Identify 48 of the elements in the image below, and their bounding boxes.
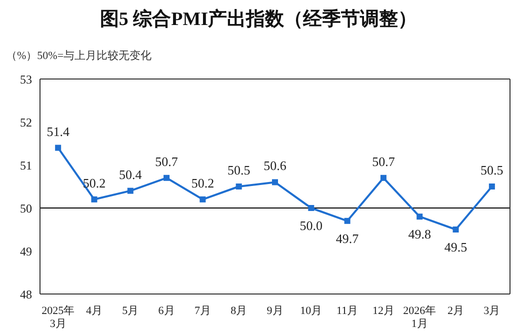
x-tick-label: 2025年 3月 — [42, 305, 75, 330]
data-label: 50.7 — [372, 154, 396, 169]
y-axis-title: （%） — [6, 50, 38, 62]
y-tick-label: 51 — [20, 158, 32, 172]
data-label: 50.6 — [264, 158, 287, 174]
y-tick-label: 50 — [20, 201, 32, 216]
x-tick-label: 2月 — [448, 305, 464, 317]
y-tick-label: 53 — [20, 72, 32, 86]
y-tick-label: 52 — [20, 115, 32, 130]
point — [416, 214, 423, 220]
data-label: 51.4 — [46, 124, 70, 139]
data-label: 49.7 — [336, 230, 360, 246]
point — [344, 218, 350, 224]
point — [91, 196, 98, 202]
text: 50%=与上月比较无变化 — [37, 50, 152, 62]
point — [200, 196, 206, 202]
x-tick-label: 10月 — [300, 305, 322, 317]
data-label: 50.7 — [155, 154, 178, 169]
point — [308, 205, 314, 211]
x-tick-label: 8月 — [230, 305, 248, 317]
point — [452, 226, 459, 232]
y-tick-label: 48 — [20, 287, 32, 302]
x-tick-label: 6月 — [158, 305, 175, 317]
point — [164, 174, 170, 181]
x-tick-label: 11月 — [336, 305, 358, 317]
data-label: 50.2 — [191, 175, 214, 190]
data-label: 50.5 — [227, 162, 250, 178]
chart-title: 图5 综合PMI产出指数（经季节调整） — [98, 8, 418, 32]
x-tick-label: 4月 — [86, 305, 102, 317]
point — [236, 184, 242, 190]
data-label: 50.5 — [480, 162, 504, 178]
point — [55, 144, 62, 151]
data-label: 49.5 — [444, 240, 468, 254]
data-label: 49.8 — [408, 226, 431, 242]
x-tick-label: 2026年 1月 — [403, 305, 436, 330]
point — [488, 184, 495, 190]
data-label: 50.2 — [82, 175, 106, 190]
x-tick-label: 9月 — [266, 305, 284, 317]
y-tick-label: 49 — [20, 244, 32, 258]
x-tick-label: 3月 — [484, 305, 500, 317]
data-label: 50.4 — [119, 166, 142, 182]
point — [272, 179, 278, 186]
point — [127, 188, 134, 194]
point — [380, 174, 386, 181]
x-tick-label: 12月 — [372, 305, 394, 317]
data-label: 50.0 — [300, 218, 323, 233]
x-tick-label: 5月 — [122, 305, 139, 317]
x-tick-label: 7月 — [194, 305, 211, 317]
